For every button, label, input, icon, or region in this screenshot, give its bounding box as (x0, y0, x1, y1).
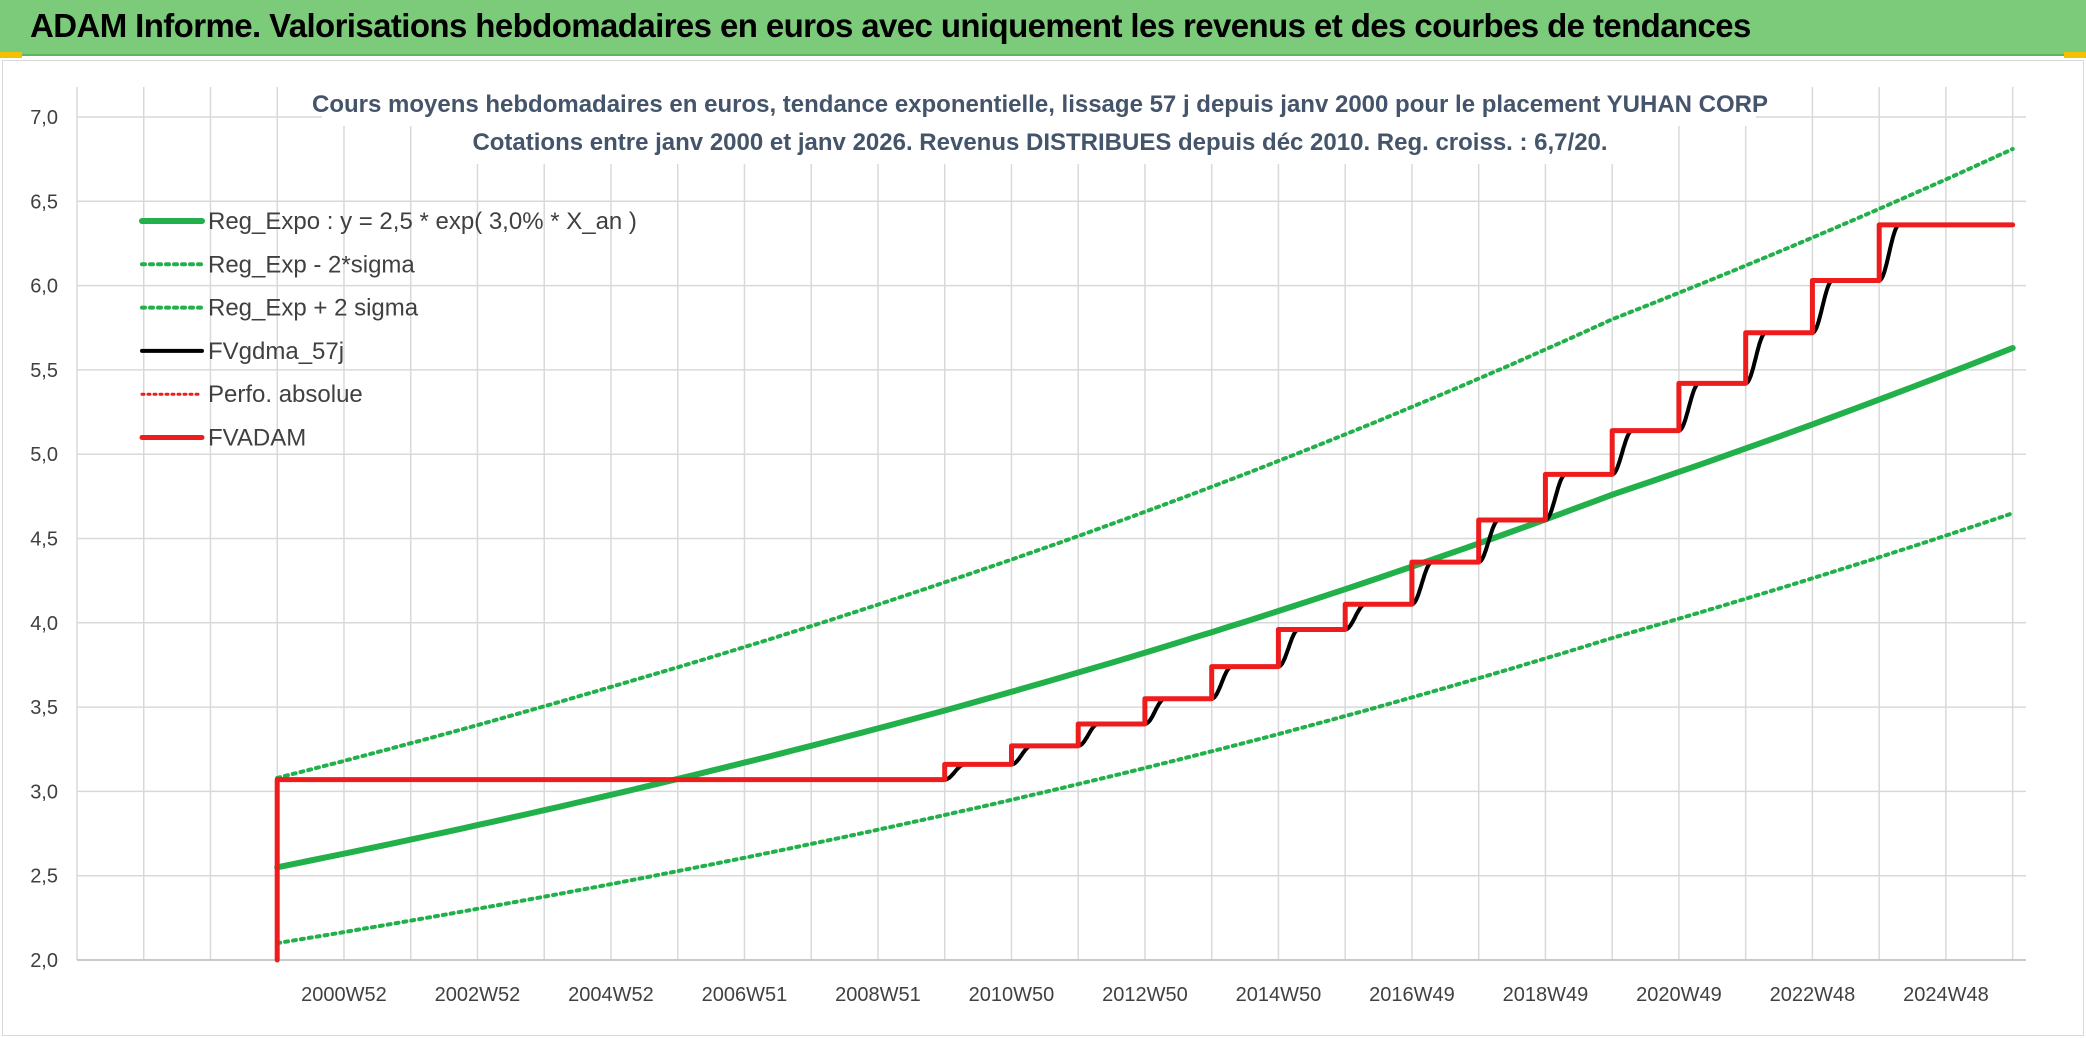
x-tick-label: 2004W52 (568, 984, 654, 1006)
x-tick-label: 2006W51 (702, 984, 788, 1006)
legend-label: Reg_Exp + 2 sigma (208, 295, 419, 322)
x-tick-label: 2016W49 (1369, 984, 1455, 1006)
chart-frame (2, 60, 2084, 1036)
y-tick-label: 4,0 (30, 613, 58, 635)
legend-label: FVADAM (208, 425, 306, 452)
series-line-reg-exp-2-sigma (275, 147, 2015, 780)
x-tick-label: 2008W51 (835, 984, 921, 1006)
x-tick-label: 2024W48 (1903, 984, 1989, 1006)
legend: Reg_Expo : y = 2,5 * exp( 3,0% * X_an ) R… (139, 208, 637, 452)
x-tick-label: 2018W49 (1503, 984, 1589, 1006)
chart-title-backdrop (322, 84, 1756, 126)
series-line-fvadam (274, 222, 2016, 963)
header-corner-left (0, 52, 22, 58)
series-line-reg-expo-y-2-5-exp-3-0-x-an (274, 345, 2016, 871)
y-tick-label: 5,0 (30, 444, 58, 466)
x-tick-label: 2022W48 (1770, 984, 1856, 1006)
y-tick-label: 4,5 (30, 529, 58, 551)
x-tick-label: 2014W50 (1236, 984, 1322, 1006)
y-tick-label: 3,0 (30, 781, 58, 803)
y-tick-label: 3,5 (30, 697, 58, 719)
y-tick-label: 2,0 (30, 950, 58, 972)
chart-subtitle-backdrop (470, 122, 1620, 164)
y-tick-label: 2,5 (30, 866, 58, 888)
y-tick-label: 7,0 (30, 107, 58, 129)
series-line-reg-exp-2-sigma (275, 511, 2015, 946)
x-tick-label: 2010W50 (969, 984, 1055, 1006)
chart-subtitle: Cotations entre janv 2000 et janv 2026. … (472, 129, 1607, 156)
report-title: ADAM Informe. Valorisations hebdomadaire… (30, 7, 1751, 44)
x-tick-label: 2000W52 (301, 984, 387, 1006)
legend-label: Reg_Exp - 2*sigma (208, 251, 415, 278)
y-tick-label: 6,5 (30, 191, 58, 213)
legend-label: FVgdma_57j (208, 338, 344, 365)
series-line-fvgdma-57j (277, 222, 2013, 782)
tick-labels: 2,0 2,5 3,0 3,5 4,0 4,5 5,0 5,5 6,0 6,5 7,0 2000W52… (30, 107, 1989, 1006)
series-layer (274, 147, 2016, 963)
report-header-bar: ADAM Informe. Valorisations hebdomadaire… (0, 0, 2086, 56)
header-corner-right (2064, 52, 2086, 58)
x-tick-label: 2012W50 (1102, 984, 1188, 1006)
x-tick-label: 2002W52 (435, 984, 521, 1006)
legend-label: Perfo. absolue (208, 381, 363, 408)
x-tick-label: 2020W49 (1636, 984, 1722, 1006)
legend-label: Reg_Expo : y = 2,5 * exp( 3,0% * X_an ) (208, 208, 637, 235)
y-tick-label: 5,5 (30, 360, 58, 382)
y-tick-label: 6,0 (30, 276, 58, 298)
chart-title: Cours moyens hebdomadaires en euros, ten… (312, 91, 1768, 118)
grid-layer (76, 87, 2026, 961)
